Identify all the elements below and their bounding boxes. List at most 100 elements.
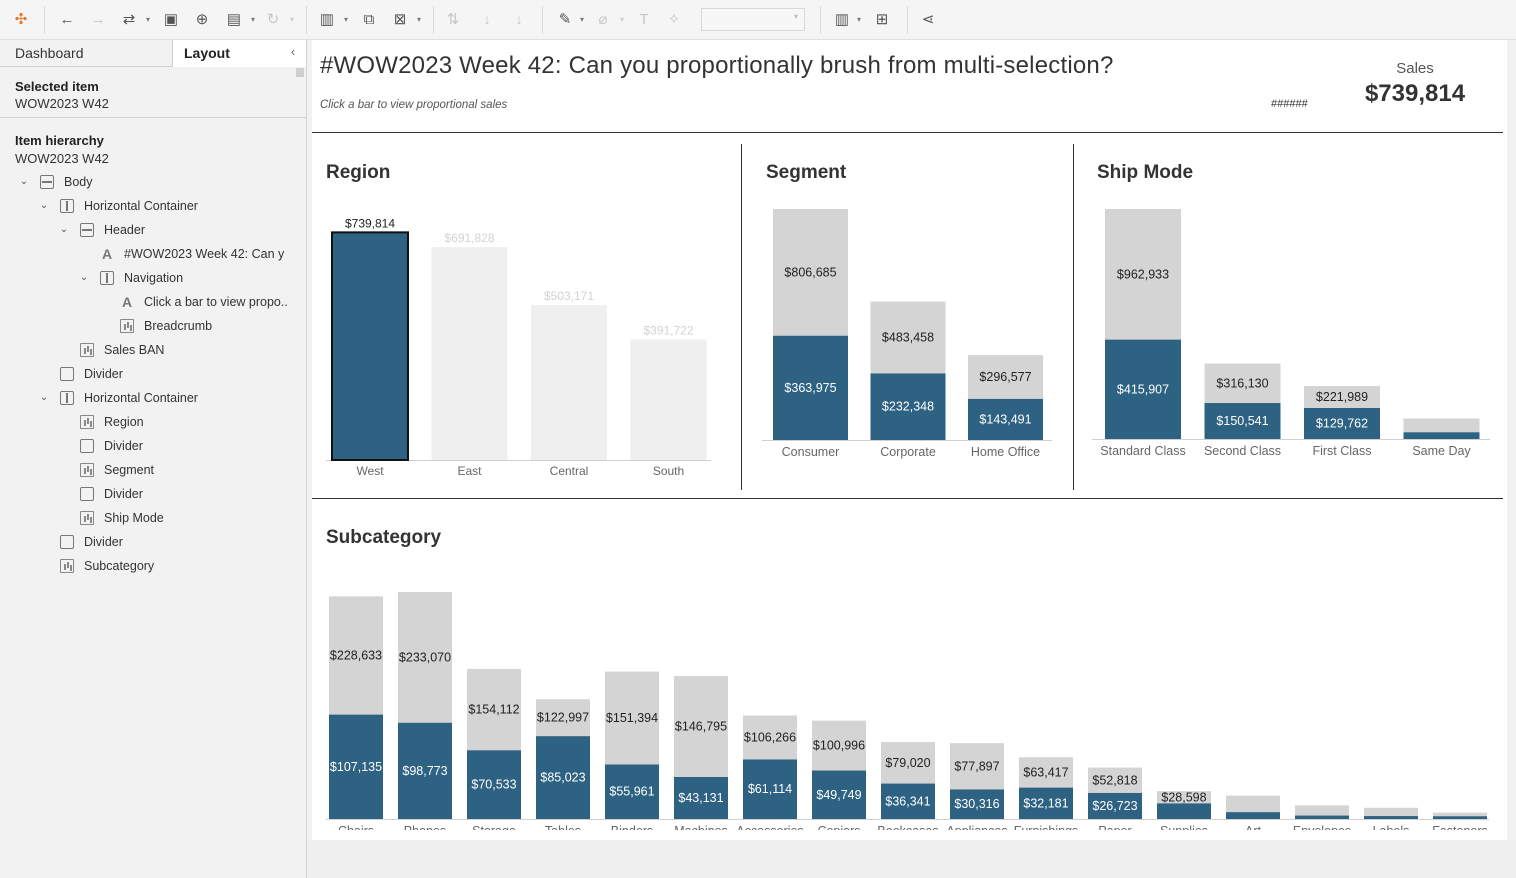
bar[interactable] [630,339,707,460]
expand-caret-icon[interactable]: ⌄ [39,200,49,211]
selected-bar[interactable] [950,789,1004,819]
bar[interactable] [431,247,508,460]
presentation-icon[interactable]: ⊞ [875,11,889,28]
tab-dashboard[interactable]: Dashboard [0,40,173,67]
highlight-caret-icon[interactable]: ▾ [579,15,584,24]
selected-bar[interactable] [743,759,797,819]
selected-bar[interactable] [1364,816,1418,819]
labels-icon[interactable]: T [639,11,649,28]
tree-item[interactable]: ⌄ Navigation [0,268,300,288]
selected-bar[interactable] [467,750,521,819]
tree-item[interactable]: Divider [0,364,300,384]
show-me-icon[interactable]: ▥ [834,11,850,28]
show-me-caret-icon[interactable]: ▾ [856,15,861,24]
selected-bar[interactable] [605,764,659,819]
bar[interactable] [531,305,607,460]
selected-bar[interactable] [870,373,946,440]
clear-sheet-icon[interactable]: ⊠ [393,11,407,28]
clear-caret-icon[interactable]: ▾ [416,15,421,24]
share-icon[interactable]: ⋖ [921,11,935,28]
tree-item[interactable]: Subcategory [0,556,300,576]
tree-item[interactable]: ⌄ Header [0,220,300,240]
selected-bar[interactable] [1204,403,1281,439]
expand-caret-icon[interactable]: ⌄ [19,176,29,187]
data-label: $739,814 [345,216,395,230]
total-bar[interactable] [1433,812,1487,819]
total-bar[interactable] [1364,807,1418,819]
tree-item[interactable]: Divider [0,436,300,456]
redo-icon[interactable]: → [90,11,106,28]
tree-item[interactable]: ⌄ Horizontal Container [0,196,300,216]
undo-icon[interactable]: ← [59,11,75,28]
fix-axes-icon[interactable]: ✧ [667,11,681,28]
tree-item[interactable]: Sales BAN [0,340,300,360]
tree-item-label: Click a bar to view propo.. [144,295,288,309]
x-tick-label: East [457,464,482,478]
x-tick-label: Second Class [1204,444,1281,458]
tree-item[interactable]: Divider [0,484,300,504]
selected-bar[interactable] [968,398,1043,440]
replay-caret-icon[interactable]: ▾ [145,15,150,24]
new-worksheet-caret-icon[interactable]: ▾ [343,15,348,24]
selected-bar[interactable] [1403,432,1480,439]
group-caret-icon[interactable]: ▾ [619,15,624,24]
selected-bar[interactable] [1019,787,1073,819]
selected-bar[interactable] [536,736,590,819]
breadcrumb[interactable]: ###### [1271,98,1308,110]
selected-bar[interactable] [1295,815,1349,819]
bar[interactable] [331,231,409,461]
selected-bar[interactable] [329,714,383,819]
fit-dropdown[interactable]: ▾ [701,8,805,31]
selected-bar[interactable] [1088,792,1142,819]
sales-ban-value[interactable]: $739,814 [1364,80,1466,107]
refresh-caret-icon[interactable]: ▾ [289,15,294,24]
tree-item[interactable]: A #WOW2023 Week 42: Can y [0,244,300,264]
x-tick-label: Corporate [880,445,936,459]
tab-layout[interactable]: Layout [173,40,306,67]
tree-item[interactable]: A Click a bar to view propo.. [0,292,300,312]
new-worksheet-icon[interactable]: ▥ [319,11,335,28]
expand-caret-icon[interactable]: ⌄ [59,224,69,235]
selected-bar[interactable] [1157,803,1211,819]
tree-item-label: Header [104,223,145,237]
sort-descending-icon[interactable]: ↓ [515,11,523,28]
selected-bar[interactable] [773,335,848,440]
collapse-panel-icon[interactable]: ‹ [290,44,296,59]
duplicate-sheet-icon[interactable]: ⧉ [363,11,375,28]
tree-item[interactable]: Divider [0,532,300,552]
sort-ascending-icon[interactable]: ↓ [483,11,491,28]
selected-bar[interactable] [881,783,935,819]
tree-item[interactable]: Breadcrumb [0,316,300,336]
expand-caret-icon[interactable]: ⌄ [39,392,49,403]
selected-bar[interactable] [1105,339,1181,439]
highlight-icon[interactable]: ✎ [558,11,572,28]
header-divider [312,132,1503,133]
swap-axes-icon[interactable]: ⇅ [446,11,460,28]
tableau-logo-icon[interactable]: ✣ [14,11,28,28]
selected-bar[interactable] [674,776,728,819]
selected-data-label: $363,975 [784,381,836,395]
tree-item[interactable]: ⌄ Horizontal Container [0,388,300,408]
selected-bar[interactable] [812,770,866,819]
selected-bar[interactable] [1433,816,1487,819]
selected-bar[interactable] [398,722,452,819]
selected-bar[interactable] [1304,408,1380,439]
tree-item[interactable]: ⌄ Body [0,172,300,192]
scrollbar-thumb[interactable] [296,68,304,77]
selected-bar[interactable] [1226,812,1280,819]
x-tick-label: Tables [545,824,581,830]
expand-caret-icon[interactable]: ⌄ [79,272,89,283]
shipmode-chart-title: Ship Mode [1097,162,1194,183]
tree-item[interactable]: Region [0,412,300,432]
group-icon[interactable]: ⌀ [598,11,608,28]
tree-item[interactable]: Segment [0,460,300,480]
new-data-source-icon[interactable]: ⊕ [195,11,209,28]
selected-data-label: $143,491 [979,412,1031,426]
refresh-icon[interactable]: ↻ [266,11,280,28]
tree-item[interactable]: Ship Mode [0,508,300,528]
replay-icon[interactable]: ⇄ [122,11,136,28]
save-icon[interactable]: ▣ [163,11,179,28]
paste-data-icon[interactable]: ▤ [226,11,242,28]
paste-caret-icon[interactable]: ▾ [250,15,255,24]
chevron-down-icon: ▾ [793,12,798,21]
